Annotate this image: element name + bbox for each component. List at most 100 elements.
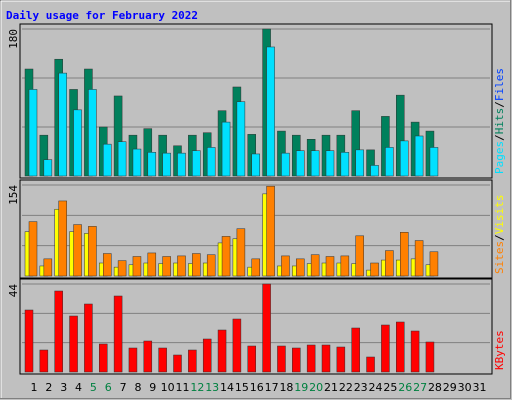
x-tick-label: 22 <box>339 381 353 394</box>
bar <box>325 256 335 277</box>
bar <box>306 344 316 373</box>
bar <box>73 109 82 177</box>
bar <box>39 349 49 373</box>
bar <box>43 258 53 277</box>
bar <box>396 321 405 373</box>
bar <box>429 251 439 277</box>
x-tick-label: 31 <box>473 381 487 394</box>
x-tick-label: 21 <box>324 381 338 394</box>
bar <box>202 338 212 373</box>
bar <box>73 224 82 277</box>
bar <box>173 354 182 373</box>
bar <box>321 344 331 373</box>
bar <box>117 260 127 277</box>
bar <box>117 141 127 177</box>
x-tick-label: 16 <box>250 381 264 394</box>
legend-entry: Visits <box>493 195 506 235</box>
x-tick-label: 5 <box>90 381 97 394</box>
x-tick-label: 2 <box>45 381 52 394</box>
bar <box>281 152 290 177</box>
x-tick-label: 3 <box>60 381 67 394</box>
bar <box>325 150 335 177</box>
bar <box>162 152 171 177</box>
legend: KBytes <box>493 330 506 370</box>
bar <box>414 240 424 277</box>
bar <box>28 89 38 177</box>
bar <box>370 165 379 177</box>
bar <box>296 150 305 177</box>
bar <box>132 256 142 277</box>
bar <box>132 148 142 177</box>
x-tick-label: 14 <box>220 381 234 394</box>
bar <box>385 250 394 277</box>
x-tick-label: 15 <box>235 381 249 394</box>
bar <box>385 147 394 177</box>
legend-separator: / <box>493 234 506 241</box>
bar <box>340 255 350 277</box>
x-tick-label: 25 <box>383 381 397 394</box>
bar <box>69 315 78 373</box>
x-tick-label: 12 <box>190 381 204 394</box>
bar <box>99 343 108 373</box>
bar <box>425 341 435 373</box>
y-tick-label: 44 <box>7 284 20 298</box>
legend-entry: Sites <box>493 241 506 274</box>
bar <box>366 356 375 373</box>
bar <box>58 200 67 277</box>
bar <box>381 324 390 373</box>
bar <box>158 347 167 373</box>
bar <box>410 330 420 373</box>
bar <box>221 121 231 177</box>
bar <box>162 256 171 277</box>
bar <box>54 290 63 373</box>
bar <box>414 135 424 177</box>
x-tick-label: 19 <box>294 381 308 394</box>
legend-entry: Hits <box>493 108 506 135</box>
bar <box>28 221 38 277</box>
x-tick-label: 17 <box>265 381 279 394</box>
x-tick-label: 28 <box>428 381 442 394</box>
bar <box>143 340 153 373</box>
chart-title: Daily usage for February 2022 <box>6 9 198 22</box>
bar <box>192 253 201 277</box>
bar <box>206 254 216 277</box>
legend-separator: / <box>493 134 506 141</box>
bar <box>192 150 201 177</box>
legend-entry: Files <box>493 68 506 101</box>
bar <box>251 153 260 177</box>
legend: Sites/Visits <box>493 195 506 275</box>
x-tick-label: 13 <box>205 381 219 394</box>
x-tick-label: 23 <box>354 381 368 394</box>
legend-entry: Pages <box>493 141 506 174</box>
bar <box>206 147 216 177</box>
bar <box>232 318 242 373</box>
bar <box>400 140 409 177</box>
bar <box>217 329 227 373</box>
bar <box>336 346 346 373</box>
bar <box>296 258 305 277</box>
bar <box>177 152 186 177</box>
x-tick-label: 20 <box>309 381 323 394</box>
x-tick-label: 10 <box>161 381 175 394</box>
bar <box>236 228 246 277</box>
bar <box>277 345 286 373</box>
x-tick-label: 9 <box>149 381 156 394</box>
x-tick-label: 26 <box>398 381 412 394</box>
bar <box>370 262 379 277</box>
bar <box>266 46 275 177</box>
x-tick-label: 8 <box>134 381 141 394</box>
x-tick-label: 24 <box>369 381 383 394</box>
bar <box>177 255 186 277</box>
bar <box>58 72 67 177</box>
bar <box>281 255 290 277</box>
x-tick-label: 1 <box>31 381 38 394</box>
bar <box>103 253 112 277</box>
bar <box>400 232 409 277</box>
x-tick-label: 18 <box>279 381 293 394</box>
bar <box>88 89 97 177</box>
bar <box>247 345 256 373</box>
x-tick-label: 11 <box>176 381 190 394</box>
x-tick-label: 7 <box>120 381 127 394</box>
bar <box>266 185 275 277</box>
